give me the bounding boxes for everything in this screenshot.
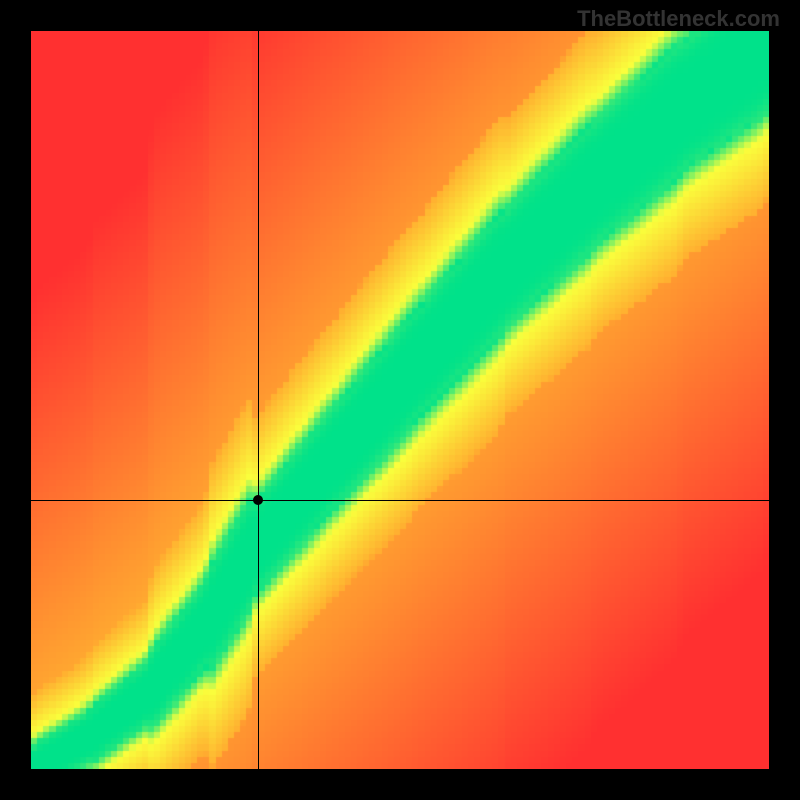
heatmap-canvas: [31, 31, 769, 769]
chart-container: TheBottleneck.com: [0, 0, 800, 800]
heatmap-plot: [31, 31, 769, 769]
watermark-text: TheBottleneck.com: [577, 6, 780, 32]
marker-dot: [253, 495, 263, 505]
crosshair-vertical: [258, 31, 259, 769]
crosshair-horizontal: [31, 500, 769, 501]
